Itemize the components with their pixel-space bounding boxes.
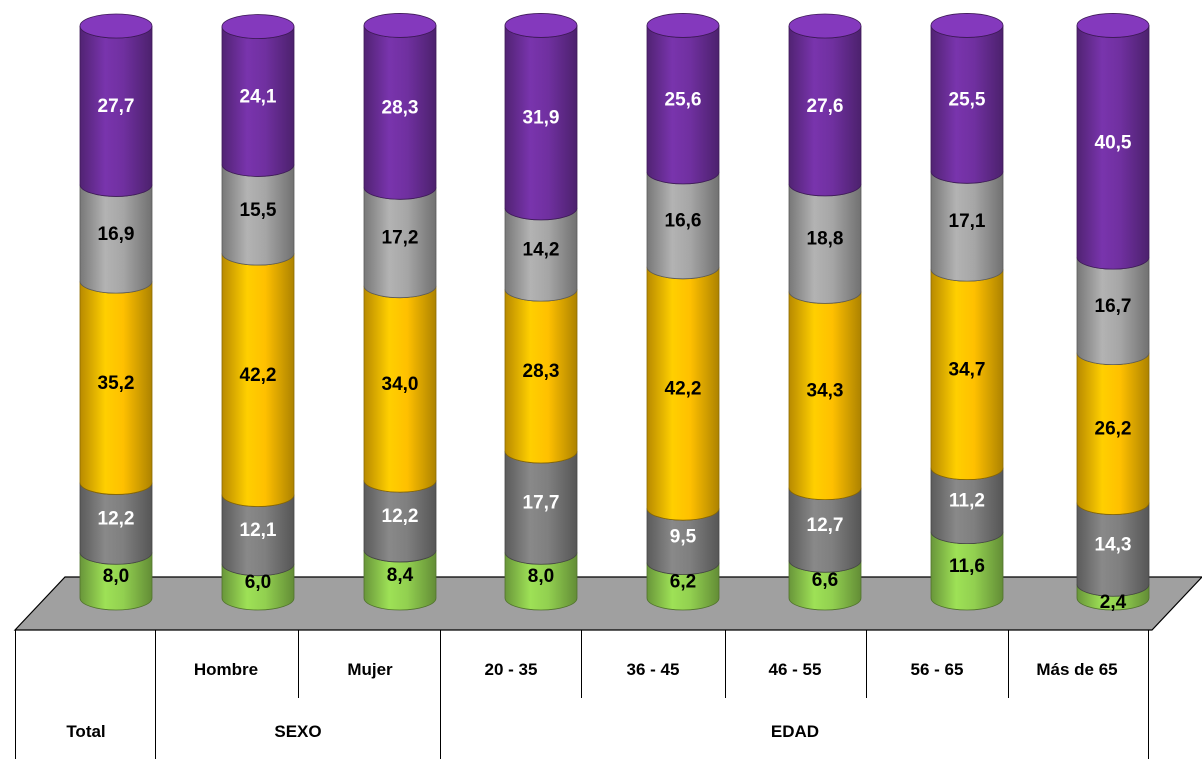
category-label: 56 - 65 [910,660,964,679]
data-label: 16,9 [98,224,135,245]
data-label: 35,2 [98,373,135,394]
table-divider [155,630,156,759]
data-label: 27,6 [807,96,844,117]
data-label: 31,9 [523,108,560,129]
table-divider [581,630,582,698]
category-label: Mujer [347,660,393,679]
bar-56-65: 11,6 11,2 34,7 17,1 25,5 [930,13,1004,611]
data-label: 14,3 [1095,534,1132,555]
data-label: 27,7 [98,96,135,117]
bar-top-cap [1076,13,1150,38]
table-border-left [15,630,16,759]
bar-top-cap [788,13,862,39]
table-divider [440,630,441,759]
bar-mujer: 8,4 12,2 34,0 17,2 28,3 [363,13,437,611]
bar-hombre: 6,0 12,1 42,2 15,5 24,1 [221,14,295,611]
data-label: 17,2 [382,227,419,248]
data-label: 42,2 [240,365,277,386]
bar-top-cap [363,13,437,38]
data-label: 28,3 [523,361,560,382]
data-label: 9,5 [670,526,697,547]
data-label: 12,7 [807,515,844,536]
table-divider [866,630,867,698]
data-label: 24,1 [240,86,277,107]
data-label: 40,5 [1095,132,1132,153]
table-divider [298,630,299,698]
data-label: 6,2 [670,571,696,592]
data-label: 34,7 [949,359,986,380]
data-label: 28,3 [382,97,419,118]
data-label: 42,2 [665,379,702,400]
data-label: 12,2 [382,506,419,527]
data-label: 2,4 [1100,592,1127,613]
data-label: 12,1 [240,520,277,541]
data-label: 8,4 [387,565,414,586]
bar-top-cap [646,13,720,38]
category-label: 20 - 35 [484,660,538,679]
group-label: SEXO [274,722,322,741]
data-label: 17,1 [949,211,986,232]
bar-top-cap [79,13,153,39]
data-label: 18,8 [807,229,844,250]
data-label: 16,7 [1095,296,1132,317]
bar-m-s-de-65: 2,4 14,3 26,2 16,7 40,5 [1076,13,1150,613]
bar-top-cap [930,13,1004,38]
bar-total: 8,0 12,2 35,2 16,9 27,7 [79,13,153,611]
group-label: EDAD [770,722,820,741]
data-label: 6,6 [812,570,838,591]
table-divider [725,630,726,698]
group-label: Total [66,722,106,741]
bars-layer: 8,0 12,2 35,2 16,9 27,7 6,0 12,1 42,2 15,5 24,1 8,… [79,13,1150,613]
data-label: 16,6 [665,210,702,231]
data-label: 8,0 [528,566,554,587]
data-label: 15,5 [240,200,277,221]
bar-36-45: 6,2 9,5 42,2 16,6 25,6 [646,13,720,611]
table-divider [1008,630,1009,698]
data-label: 11,6 [949,556,985,577]
category-label: 36 - 45 [626,660,680,679]
data-label: 25,5 [949,89,986,110]
bar-top-cap [221,14,295,39]
data-label: 14,2 [523,240,560,261]
bar-20-35: 8,0 17,7 28,3 14,2 31,9 [504,13,578,611]
data-label: 17,7 [523,493,560,514]
data-label: 11,2 [949,491,985,512]
chart-floor [13,576,1202,631]
category-label: 46 - 55 [768,660,822,679]
data-label: 8,0 [103,566,129,587]
data-label: 12,2 [98,508,135,529]
table-border-right [1148,630,1149,759]
data-label: 34,3 [807,381,844,402]
bar-46-55: 6,6 12,7 34,3 18,8 27,6 [788,13,862,611]
data-label: 26,2 [1095,419,1132,440]
data-label: 25,6 [665,90,702,111]
data-label: 6,0 [245,572,271,593]
category-label: Hombre [193,660,259,679]
bar-top-cap [504,13,578,38]
category-label: Más de 65 [1036,660,1118,679]
data-label: 34,0 [382,374,419,395]
